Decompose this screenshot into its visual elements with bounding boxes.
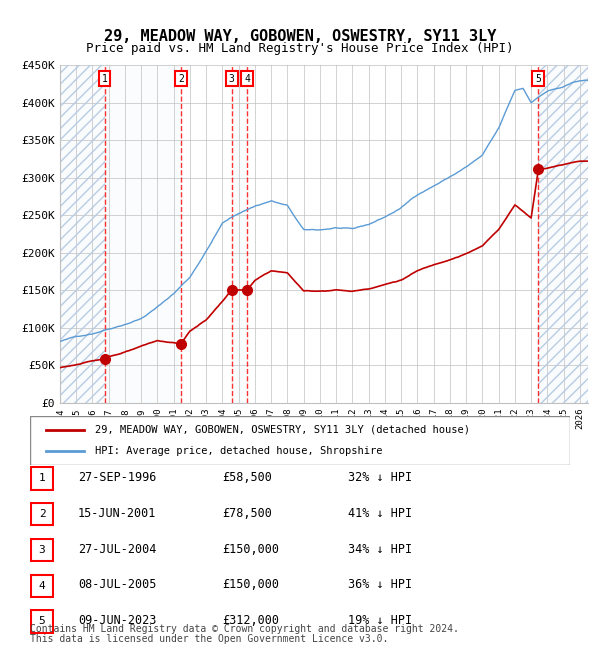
Text: 2: 2: [38, 509, 46, 519]
Text: 1: 1: [38, 473, 46, 484]
Text: 27-JUL-2004: 27-JUL-2004: [78, 543, 157, 556]
Text: Price paid vs. HM Land Registry's House Price Index (HPI): Price paid vs. HM Land Registry's House …: [86, 42, 514, 55]
Text: 3: 3: [38, 545, 46, 555]
Bar: [247, 65, 538, 403]
Text: 19% ↓ HPI: 19% ↓ HPI: [348, 614, 412, 627]
FancyBboxPatch shape: [30, 416, 570, 465]
Text: 08-JUL-2005: 08-JUL-2005: [78, 578, 157, 592]
Text: £78,500: £78,500: [222, 507, 272, 520]
Text: £150,000: £150,000: [222, 543, 279, 556]
Text: £150,000: £150,000: [222, 578, 279, 592]
Text: 27-SEP-1996: 27-SEP-1996: [78, 471, 157, 484]
Text: HPI: Average price, detached house, Shropshire: HPI: Average price, detached house, Shro…: [95, 446, 382, 456]
Text: 29, MEADOW WAY, GOBOWEN, OSWESTRY, SY11 3LY (detached house): 29, MEADOW WAY, GOBOWEN, OSWESTRY, SY11 …: [95, 424, 470, 435]
Text: 29, MEADOW WAY, GOBOWEN, OSWESTRY, SY11 3LY: 29, MEADOW WAY, GOBOWEN, OSWESTRY, SY11 …: [104, 29, 496, 44]
Text: 2: 2: [178, 73, 184, 83]
Text: 5: 5: [38, 616, 46, 627]
Bar: [538, 65, 588, 403]
Bar: [60, 65, 104, 403]
Text: 3: 3: [229, 73, 235, 83]
Text: This data is licensed under the Open Government Licence v3.0.: This data is licensed under the Open Gov…: [30, 634, 388, 644]
Bar: [104, 65, 181, 403]
Text: Contains HM Land Registry data © Crown copyright and database right 2024.: Contains HM Land Registry data © Crown c…: [30, 624, 459, 634]
Text: 4: 4: [38, 580, 46, 591]
Text: 15-JUN-2001: 15-JUN-2001: [78, 507, 157, 520]
Text: 34% ↓ HPI: 34% ↓ HPI: [348, 543, 412, 556]
Bar: [538, 65, 588, 403]
Text: 1: 1: [101, 73, 107, 83]
FancyBboxPatch shape: [31, 503, 53, 525]
Bar: [232, 65, 247, 403]
FancyBboxPatch shape: [31, 575, 53, 597]
Text: 4: 4: [244, 73, 250, 83]
Text: 5: 5: [535, 73, 541, 83]
Text: 32% ↓ HPI: 32% ↓ HPI: [348, 471, 412, 484]
Text: £312,000: £312,000: [222, 614, 279, 627]
Bar: [181, 65, 232, 403]
Text: 09-JUN-2023: 09-JUN-2023: [78, 614, 157, 627]
FancyBboxPatch shape: [31, 539, 53, 561]
Text: 41% ↓ HPI: 41% ↓ HPI: [348, 507, 412, 520]
FancyBboxPatch shape: [31, 467, 53, 489]
Text: £58,500: £58,500: [222, 471, 272, 484]
Text: 36% ↓ HPI: 36% ↓ HPI: [348, 578, 412, 592]
Bar: [60, 65, 104, 403]
FancyBboxPatch shape: [31, 610, 53, 632]
